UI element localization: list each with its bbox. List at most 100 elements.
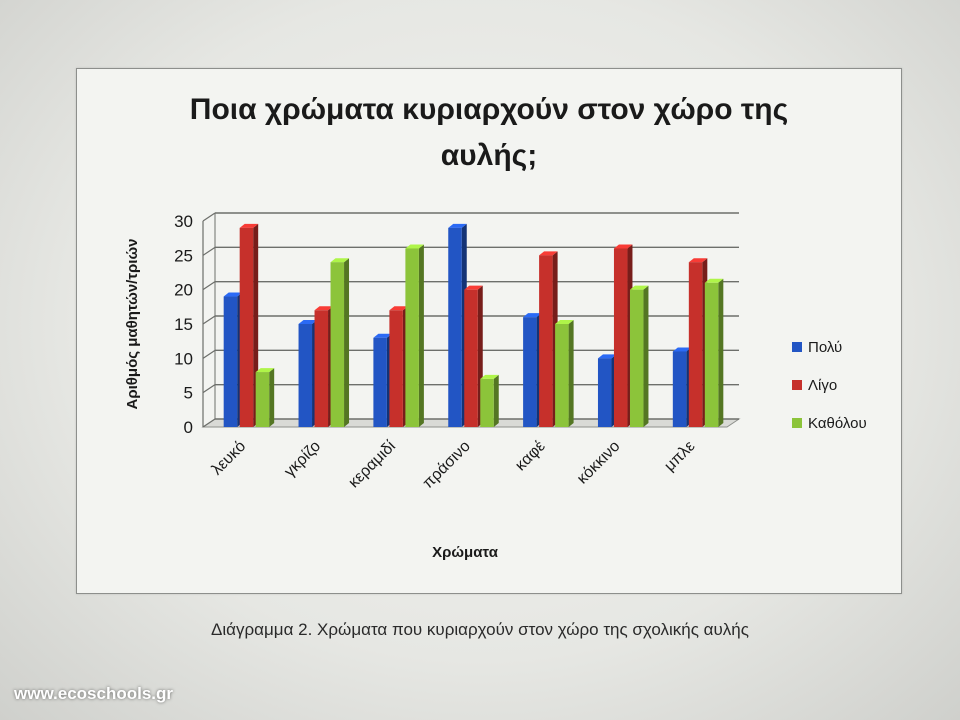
- y-tick-label: 30: [174, 212, 193, 231]
- y-axis-title: Αριθμός μαθητών/τριών: [124, 239, 141, 410]
- bar: [223, 292, 243, 427]
- chart-frame: Ποια χρώματα κυριαρχούν στον χώρο της αυ…: [76, 68, 902, 594]
- chart-title: Ποια χρώματα κυριαρχούν στον χώρο της αυ…: [189, 93, 789, 172]
- bar-top: [539, 251, 558, 256]
- bar: [330, 258, 350, 427]
- bar-top: [597, 354, 617, 359]
- bar-front: [613, 248, 628, 427]
- y-tick-label: 0: [184, 418, 193, 437]
- bar-top: [223, 292, 243, 297]
- bar: [672, 347, 692, 427]
- bar: [523, 313, 542, 427]
- y-tick-label: 25: [174, 246, 193, 265]
- bar: [389, 306, 408, 427]
- bar: [539, 251, 558, 427]
- gridline-depth: [202, 418, 216, 428]
- x-axis-title: Χρώματα: [432, 544, 499, 561]
- bar: [688, 258, 708, 427]
- bar-top: [613, 244, 633, 249]
- gridline-depth: [202, 349, 216, 359]
- bar-top: [480, 374, 499, 379]
- y-tick-label: 5: [184, 384, 193, 403]
- bar-top: [523, 313, 542, 318]
- bar-top: [405, 244, 424, 249]
- bar-front: [389, 310, 403, 427]
- bar-front: [464, 289, 478, 427]
- bar: [597, 354, 617, 427]
- bar: [373, 333, 392, 427]
- bar-side: [418, 244, 424, 427]
- bar-front: [555, 324, 569, 427]
- gridline-depth: [202, 212, 216, 222]
- bar: [448, 223, 467, 427]
- bar: [613, 244, 633, 427]
- bar-top: [629, 285, 649, 290]
- x-tick-label: κεραμιδί: [345, 437, 399, 491]
- bar-top: [330, 258, 350, 263]
- bar: [239, 223, 259, 427]
- bar-top: [555, 320, 574, 324]
- watermark: www.ecoschools.gr: [14, 684, 174, 703]
- bar-side: [344, 258, 350, 427]
- bar-chart: 0 5 10 15 20 25 30 λευκό γκρίζο κεραμιδί πράσινο κα…: [124, 212, 867, 561]
- bar-top: [298, 320, 318, 324]
- bar: [480, 374, 499, 427]
- bar-front: [330, 262, 345, 427]
- bar: [314, 306, 334, 427]
- bar-top: [255, 368, 275, 373]
- legend-label: Καθόλου: [808, 415, 867, 432]
- bar-side: [493, 374, 499, 427]
- bar: [405, 244, 424, 427]
- y-tick-label: 20: [174, 281, 193, 300]
- bar-front: [704, 282, 719, 427]
- bar-front: [523, 317, 537, 427]
- bar: [704, 278, 724, 427]
- x-tick-label: γκρίζο: [281, 438, 324, 481]
- y-tick-label: 15: [174, 315, 193, 334]
- bar-top: [314, 306, 334, 311]
- bar-front: [480, 378, 494, 427]
- bar-side: [718, 278, 724, 427]
- gridline-depth: [202, 246, 216, 256]
- y-tick-label: 10: [174, 349, 193, 368]
- legend-swatch: [792, 380, 802, 390]
- bar-top: [688, 258, 708, 263]
- figure-caption: Διάγραμμα 2. Χρώματα που κυριαρχούν στον…: [211, 620, 749, 639]
- x-tick-label: μπλε: [661, 438, 698, 475]
- bar-front: [672, 351, 687, 427]
- bar-side: [568, 320, 574, 427]
- x-tick-label: κόκκινο: [574, 438, 624, 488]
- bar-front: [688, 262, 703, 427]
- bar-front: [223, 296, 238, 427]
- bar-side: [643, 285, 649, 427]
- bar-front: [239, 227, 254, 427]
- bar-side: [269, 368, 275, 427]
- legend-label: Πολύ: [808, 339, 842, 356]
- bar-top: [464, 285, 483, 290]
- gridline-depth: [202, 384, 216, 394]
- bar: [464, 285, 483, 427]
- x-tick-label: καφέ: [512, 438, 548, 474]
- bar-top: [239, 223, 259, 228]
- bar-front: [597, 358, 612, 427]
- legend-label: Λίγο: [808, 377, 837, 394]
- bar-front: [448, 227, 462, 427]
- x-tick-label: λευκό: [209, 438, 250, 479]
- bar-front: [405, 248, 419, 427]
- bar-top: [448, 223, 467, 228]
- gridline-depth: [202, 315, 216, 325]
- bar-top: [373, 333, 392, 338]
- bar-front: [629, 289, 644, 427]
- bar-front: [298, 324, 313, 427]
- bar-front: [314, 310, 329, 427]
- legend-swatch: [792, 342, 802, 352]
- gridline-depth: [202, 281, 216, 291]
- bar: [298, 320, 318, 427]
- x-tick-label: πράσινο: [420, 438, 474, 492]
- bar-front: [539, 255, 553, 427]
- bar-top: [704, 278, 724, 283]
- bar-top: [389, 306, 408, 311]
- bar: [629, 285, 649, 427]
- bar: [255, 368, 275, 427]
- bar-top: [672, 347, 692, 352]
